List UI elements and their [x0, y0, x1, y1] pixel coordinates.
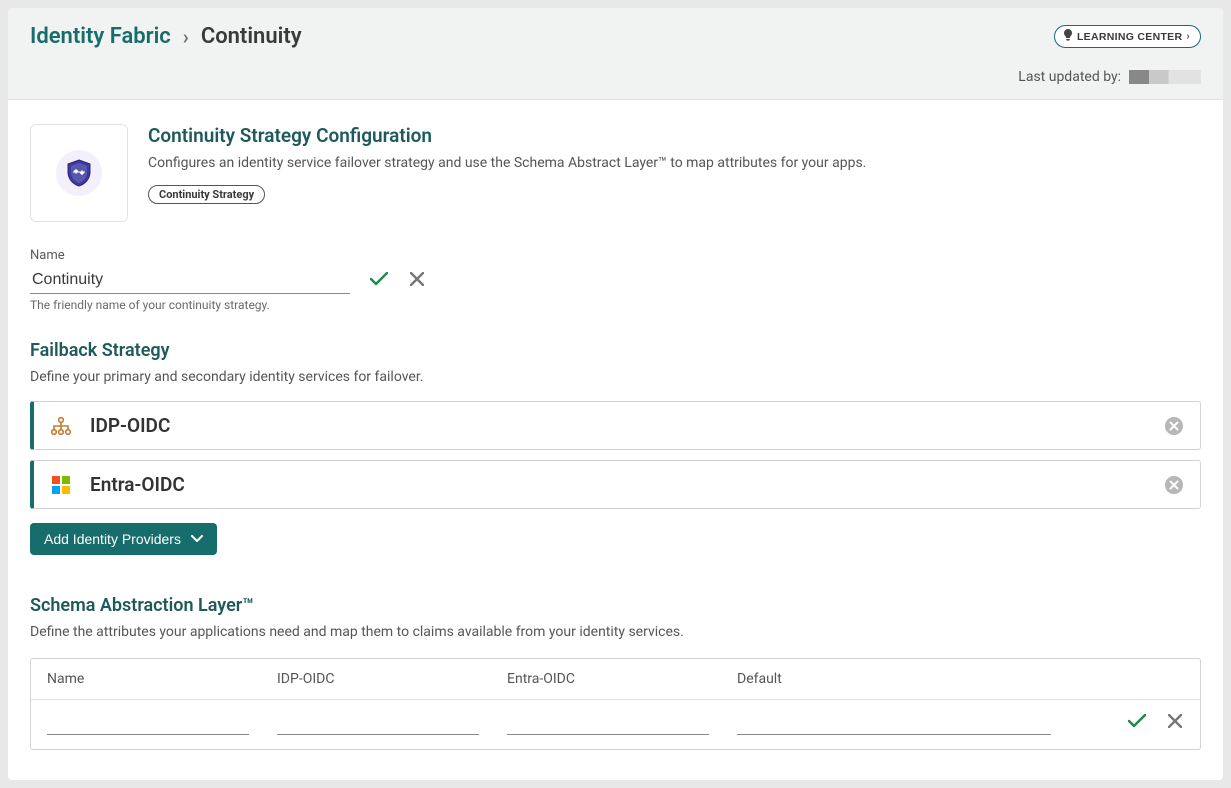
strategy-icon-card: [30, 124, 128, 222]
config-title: Continuity Strategy Configuration: [148, 124, 866, 147]
sal-col-idp: IDP-OIDC: [277, 671, 507, 687]
breadcrumb-root[interactable]: Identity Fabric: [30, 24, 171, 49]
close-icon: [410, 271, 424, 291]
cancel-name-button[interactable]: [408, 269, 426, 293]
sal-col-name: Name: [47, 671, 277, 687]
lightbulb-icon: [1063, 29, 1073, 44]
confirm-name-button[interactable]: [368, 269, 390, 293]
sal-name-input[interactable]: [47, 710, 249, 735]
remove-idp-button[interactable]: [1164, 416, 1184, 436]
learning-center-label: LEARNING CENTER: [1077, 31, 1182, 43]
sal-confirm-button[interactable]: [1126, 711, 1148, 735]
sal-default-input[interactable]: [737, 710, 1051, 735]
remove-idp-button[interactable]: [1164, 475, 1184, 495]
idp-card[interactable]: IDP-OIDC: [30, 401, 1201, 450]
add-idp-label: Add Identity Providers: [44, 531, 181, 547]
last-updated-label: Last updated by:: [1018, 69, 1121, 85]
idp-label: IDP-OIDC: [90, 414, 1146, 437]
idp-label: Entra-OIDC: [90, 473, 1146, 496]
add-identity-providers-button[interactable]: Add Identity Providers: [30, 523, 217, 555]
shield-icon: [56, 150, 102, 196]
failback-description: Define your primary and secondary identi…: [30, 369, 1201, 385]
sal-table: Name IDP-OIDC Entra-OIDC Default: [30, 658, 1201, 750]
name-field-help: The friendly name of your continuity str…: [30, 298, 1201, 312]
check-icon: [1128, 713, 1146, 733]
sal-entra-input[interactable]: [507, 710, 709, 735]
name-input[interactable]: [30, 267, 350, 294]
learning-center-button[interactable]: LEARNING CENTER ›: [1054, 25, 1201, 48]
chevron-right-icon: ›: [1186, 31, 1190, 42]
microsoft-icon: [50, 474, 72, 496]
name-field-label: Name: [30, 248, 1201, 263]
sal-cancel-button[interactable]: [1166, 711, 1184, 735]
sal-col-default: Default: [737, 671, 1094, 687]
strategy-badge: Continuity Strategy: [148, 185, 265, 204]
sal-row: [31, 700, 1200, 749]
close-icon: [1168, 713, 1182, 733]
chevron-down-icon: [191, 532, 203, 546]
check-icon: [370, 271, 388, 291]
sal-description: Define the attributes your applications …: [30, 624, 1201, 640]
breadcrumb: Identity Fabric › Continuity: [30, 24, 302, 49]
tree-icon: [50, 415, 72, 437]
sal-idp-input[interactable]: [277, 710, 479, 735]
sal-col-entra: Entra-OIDC: [507, 671, 737, 687]
config-description: Configures an identity service failover …: [148, 155, 866, 171]
sal-title: Schema Abstraction Layer™: [30, 595, 1201, 616]
last-updated-value: [1129, 70, 1201, 84]
failback-title: Failback Strategy: [30, 340, 1201, 361]
idp-card[interactable]: Entra-OIDC: [30, 460, 1201, 509]
breadcrumb-current: Continuity: [201, 24, 302, 49]
chevron-right-icon: ›: [183, 25, 189, 49]
